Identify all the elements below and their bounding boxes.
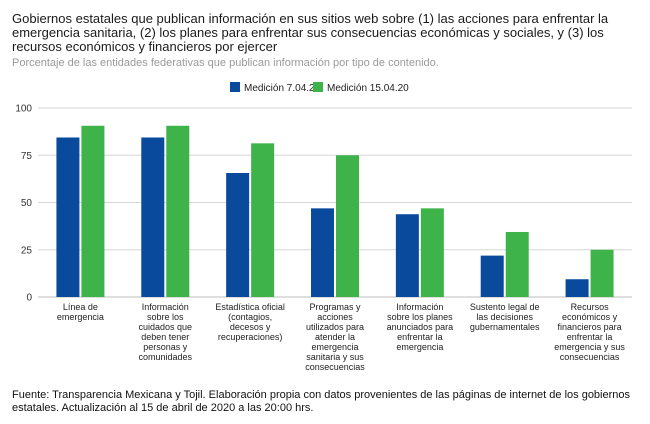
x-category-label: Información sobre los planes anunciados pa… (387, 302, 454, 352)
y-tick-label: 25 (21, 245, 33, 256)
bar (141, 137, 165, 297)
chart-subtitle: Porcentaje de las entidades federativas … (12, 57, 439, 69)
y-tick-label: 0 (26, 293, 32, 304)
bar (590, 249, 614, 297)
y-tick-label: 100 (15, 104, 32, 115)
bar (420, 208, 444, 297)
bar (311, 208, 334, 297)
y-tick-label: 50 (21, 198, 33, 209)
bar (480, 255, 504, 297)
legend-label: Medición 7.04.20 (244, 83, 321, 94)
legend-swatch (230, 82, 240, 92)
y-tick-label: 75 (21, 151, 33, 162)
x-category-label: Recursos económicos y financieros para enfr… (554, 302, 625, 362)
source-note: Fuente: Transparencia Mexicana y Tojil. … (12, 389, 631, 414)
bar (56, 137, 80, 297)
chart-title: Gobiernos estatales que publican informa… (12, 11, 609, 54)
bar (226, 173, 250, 297)
bar (336, 155, 359, 297)
bar (395, 214, 419, 297)
x-category-label: Sustento legal de las decisiones gubername… (470, 302, 540, 332)
bar (81, 125, 105, 298)
legend-label: Medición 15.04.20 (327, 83, 409, 94)
x-category-label: Programas y acciones utilizados para atende… (305, 302, 365, 372)
bar (565, 279, 589, 297)
bar (251, 143, 275, 297)
x-category-label: Línea de emergencia (57, 302, 104, 322)
x-category-label: Información sobre los cuidados que deben te… (139, 302, 193, 362)
bar-chart: 0 25 50 75 100 Línea de emergencia Información s… (15, 82, 632, 372)
bar (166, 125, 190, 298)
legend-swatch (313, 82, 323, 92)
bar (505, 231, 529, 297)
